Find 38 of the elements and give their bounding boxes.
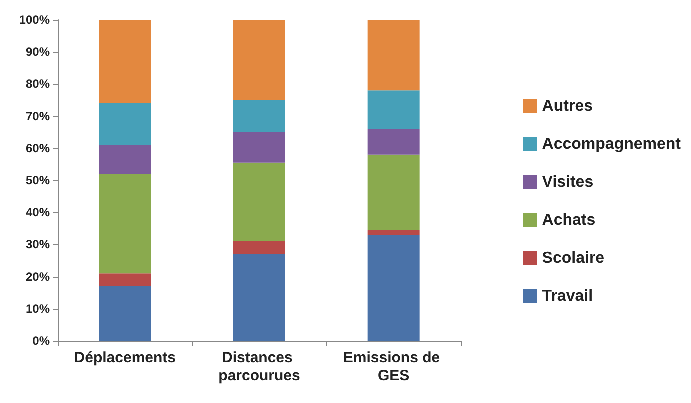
legend-label: Visites [542, 174, 594, 191]
bar [99, 103, 152, 146]
x-tick-label: Emissions de GES [343, 350, 444, 384]
bar [99, 174, 152, 274]
bar [234, 132, 286, 163]
y-tick-label: 0% [32, 334, 50, 348]
bar [368, 154, 420, 230]
bar [234, 162, 286, 242]
y-tick-label: 60% [26, 141, 50, 156]
x-tick-label: Distances parcourues [218, 350, 300, 384]
y-tick-label: 80% [26, 77, 50, 92]
bar [368, 235, 420, 341]
legend-label: Autres [542, 98, 594, 115]
bar [368, 129, 420, 155]
y-tick-label: 50% [26, 174, 50, 188]
y-tick-label: 70% [26, 109, 50, 124]
y-tick-label: 40% [26, 206, 50, 220]
bar [234, 20, 286, 100]
bar [99, 274, 152, 286]
bar [99, 286, 152, 341]
bar [234, 254, 286, 341]
legend-label: Achats [542, 212, 596, 229]
legend-label: Travail [542, 288, 594, 305]
y-tick-label: 10% [26, 302, 50, 316]
bar [368, 20, 420, 91]
bar [99, 145, 152, 174]
y-tick-label: 90% [26, 45, 50, 60]
y-tick-label: 100% [19, 13, 50, 27]
legend-label: Scolaire [542, 250, 605, 267]
bar [234, 241, 286, 254]
bar [368, 90, 420, 130]
y-tick-label: 20% [26, 270, 50, 284]
y-tick-label: 30% [26, 238, 50, 252]
legend-label: Accompagnement [542, 136, 682, 153]
bar [234, 100, 286, 132]
bar [99, 20, 152, 104]
x-tick-label: Déplacements [74, 350, 176, 366]
bar [368, 230, 420, 236]
